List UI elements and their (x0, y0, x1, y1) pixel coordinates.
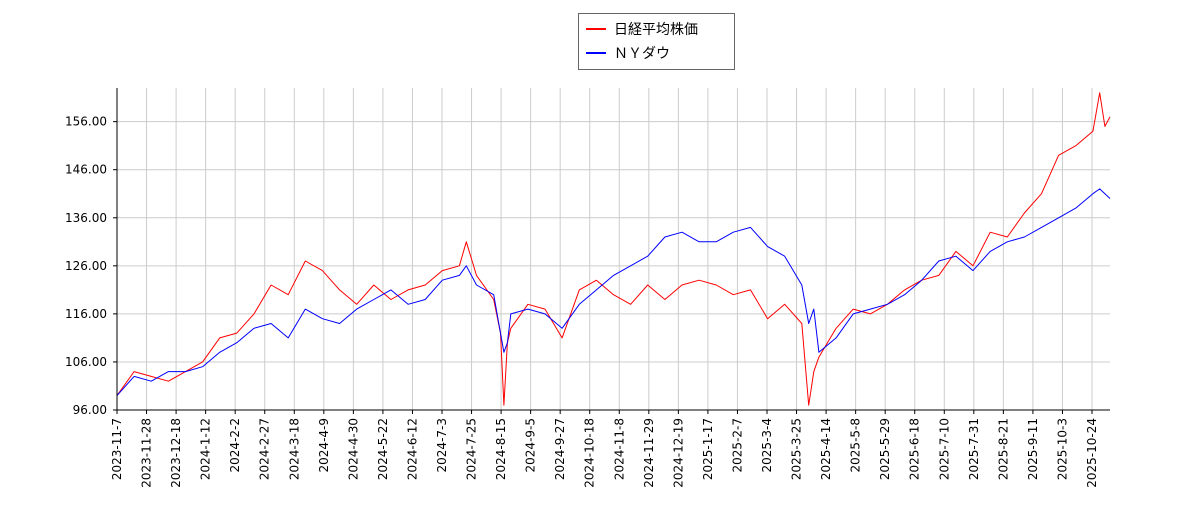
y-tick-label: 106.00 (65, 355, 107, 369)
x-tick-label: 2025-10-24 (1085, 418, 1099, 488)
x-tick-label: 2025-5-8 (849, 418, 863, 472)
x-tick-label: 2025-5-29 (878, 418, 892, 480)
y-tick-label: 126.00 (65, 259, 107, 273)
x-tick-label: 2025-9-11 (1026, 418, 1040, 480)
x-tick-label: 2023-11-28 (140, 418, 154, 488)
series-lines (116, 92, 1111, 406)
x-tick-label: 2024-12-19 (671, 418, 685, 488)
y-tick-label: 116.00 (65, 307, 107, 321)
x-tick-label: 2024-7-25 (465, 418, 479, 480)
y-tick-label: 96.00 (73, 403, 107, 417)
x-tick-label: 2023-12-18 (169, 418, 183, 488)
series-line-1 (116, 188, 1111, 396)
x-tick-label: 2025-1-17 (701, 418, 715, 480)
y-tick-label: 156.00 (65, 115, 107, 129)
x-axis-ticks: 2023-11-7 2023-11-28 2023-12-18 2024-1-12 20… (110, 410, 1099, 488)
x-tick-label: 2024-9-5 (524, 418, 538, 472)
x-tick-label: 2025-8-21 (996, 418, 1010, 480)
series-line-0 (116, 92, 1111, 406)
legend-entry-label: ＮＹダウ (614, 46, 670, 62)
x-tick-label: 2024-10-18 (583, 418, 597, 488)
x-tick-label: 2024-11-8 (612, 418, 626, 480)
x-tick-label: 2025-3-4 (760, 418, 774, 472)
x-tick-label: 2024-4-30 (346, 418, 360, 480)
x-tick-label: 2025-7-10 (937, 418, 951, 480)
x-tick-label: 2024-8-15 (494, 418, 508, 480)
y-tick-label: 136.00 (65, 211, 107, 225)
x-tick-label: 2024-2-27 (258, 418, 272, 480)
legend-entry-label: 日経平均株価 (614, 22, 698, 38)
y-tick-label: 146.00 (65, 163, 107, 177)
x-tick-label: 2024-11-29 (642, 418, 656, 488)
x-tick-label: 2024-5-22 (376, 418, 390, 480)
x-tick-label: 2024-7-3 (435, 418, 449, 472)
x-tick-label: 2024-4-9 (317, 418, 331, 472)
x-tick-label: 2025-6-18 (908, 418, 922, 480)
x-tick-label: 2025-2-7 (730, 418, 744, 472)
x-tick-label: 2024-6-12 (405, 418, 419, 480)
x-tick-label: 2025-10-3 (1055, 418, 1069, 480)
x-tick-label: 2023-11-7 (110, 418, 124, 480)
legend: 日経平均株価 ＮＹダウ (578, 13, 735, 70)
grid-lines (116, 88, 1110, 411)
x-tick-label: 2024-9-27 (553, 418, 567, 480)
x-tick-label: 2024-3-18 (287, 418, 301, 480)
x-tick-label: 2024-1-12 (199, 418, 213, 480)
x-tick-label: 2025-3-25 (790, 418, 804, 480)
x-tick-label: 2025-7-31 (967, 418, 981, 480)
y-axis-ticks: 96.00 106.00 116.00 126.00 136.00 146.00 156.0… (65, 115, 117, 417)
x-tick-label: 2025-4-14 (819, 418, 833, 480)
x-tick-label: 2024-2-2 (228, 418, 242, 472)
legend-box (578, 13, 735, 70)
